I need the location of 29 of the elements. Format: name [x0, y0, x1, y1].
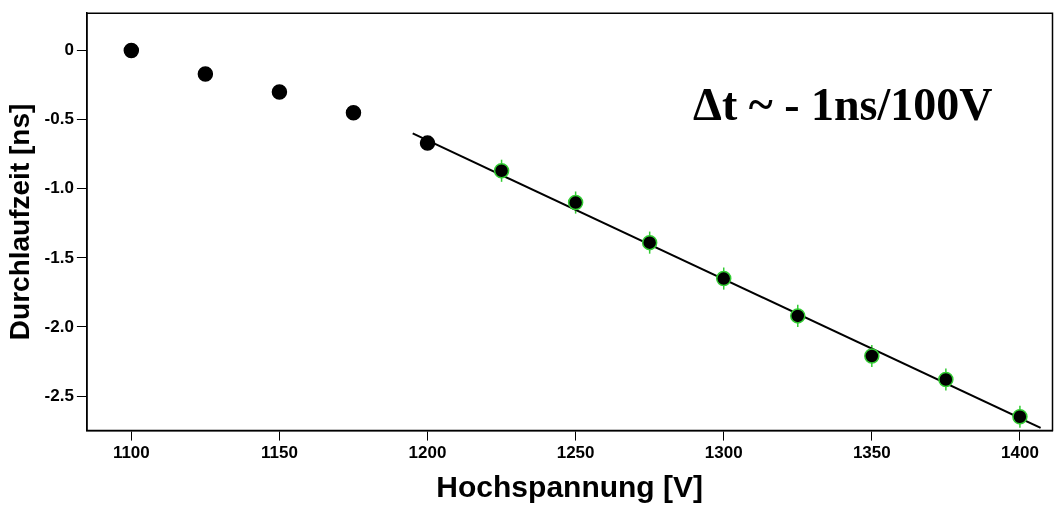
x-tick-label: 1350 — [852, 443, 891, 463]
point — [419, 135, 436, 151]
point — [567, 194, 584, 211]
x-axis-title: Hochspannung [V] — [436, 470, 704, 504]
y-axis-title: Durchlaufzeit [ns] — [3, 103, 35, 341]
x-tick-label: 1200 — [408, 443, 447, 463]
x-tick-label: 1250 — [556, 443, 595, 463]
point — [123, 42, 140, 59]
point — [197, 66, 214, 82]
y-tick-label: -2.5 — [44, 385, 74, 405]
x-tick-label: 1300 — [704, 443, 743, 463]
point — [1012, 409, 1028, 425]
point — [345, 104, 362, 121]
point — [271, 84, 288, 100]
point — [938, 371, 954, 388]
x-tick-label: 1150 — [260, 443, 298, 463]
y-tick-label: -0.5 — [44, 109, 74, 129]
point — [493, 163, 510, 179]
annotation: Δt ~ - 1ns/100V — [693, 79, 993, 131]
x-tick-label: 1100 — [112, 443, 150, 463]
point — [790, 308, 806, 324]
point — [641, 234, 658, 251]
point — [864, 348, 880, 364]
y-tick-label: 0 — [64, 40, 74, 60]
point — [715, 270, 732, 287]
x-tick-label: 1400 — [1001, 443, 1039, 463]
y-tick-label: -1.0 — [44, 178, 74, 198]
y-tick-label: -2.0 — [44, 316, 74, 336]
y-tick-label: -1.5 — [44, 247, 74, 267]
